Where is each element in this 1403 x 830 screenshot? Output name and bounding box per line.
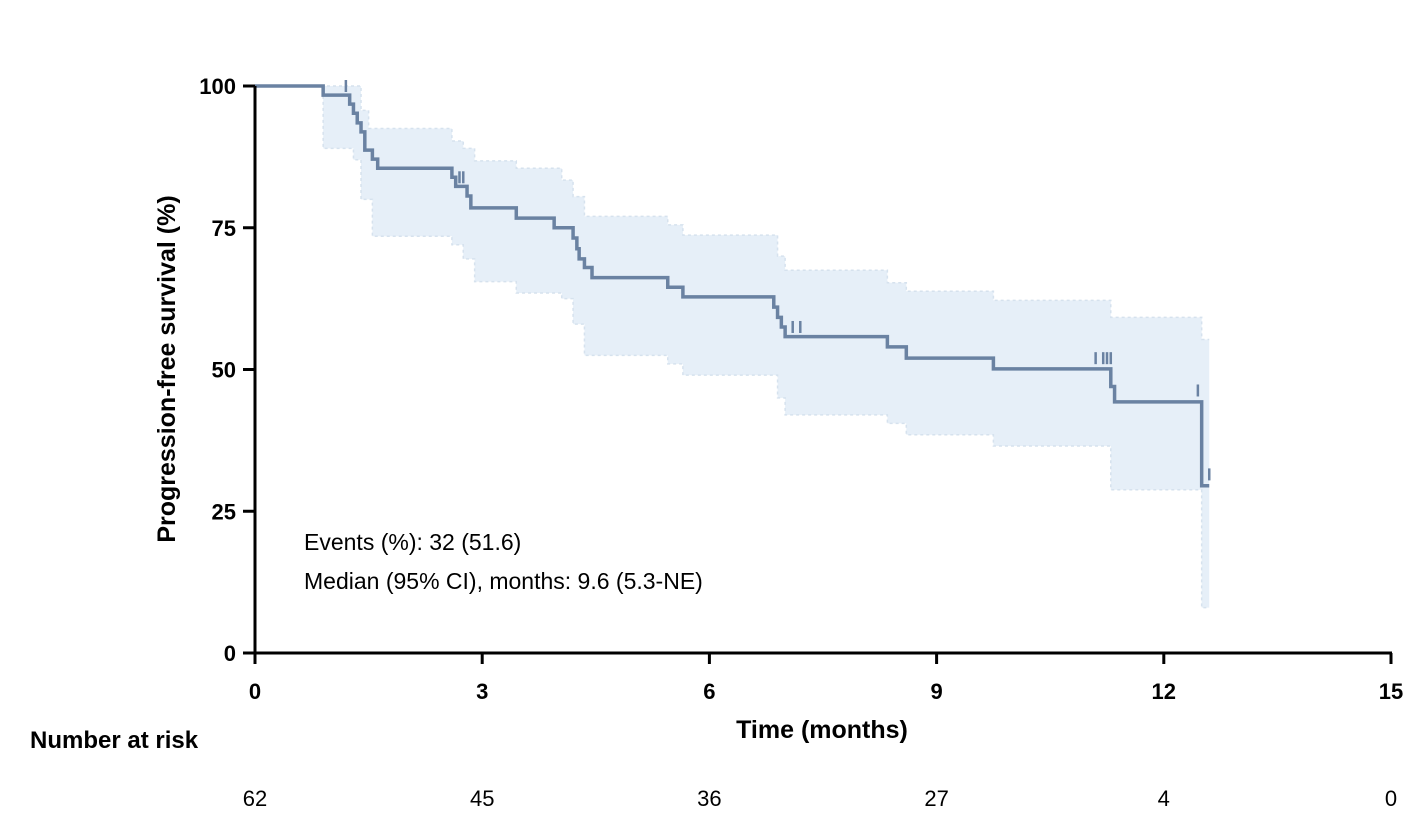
ci-band xyxy=(255,86,1210,608)
survival-curve xyxy=(255,84,1210,488)
ci-lower-line xyxy=(255,85,1210,609)
x-tick-label: 3 xyxy=(476,679,488,704)
risk-value: 45 xyxy=(470,786,494,811)
risk-value: 62 xyxy=(243,786,267,811)
risk-value: 27 xyxy=(924,786,948,811)
risk-value: 0 xyxy=(1385,786,1397,811)
y-tick-label: 50 xyxy=(212,358,236,383)
ci-upper-line xyxy=(255,85,1210,341)
x-tick-label: 6 xyxy=(703,679,715,704)
y-tick-label: 100 xyxy=(199,74,236,99)
events-annotation: Events (%): 32 (51.6) xyxy=(304,529,521,555)
x-tick-label: 12 xyxy=(1152,679,1176,704)
y-tick-label: 25 xyxy=(212,499,236,524)
y-axis-title: Progression-free survival (%) xyxy=(153,195,181,542)
x-tick-label: 9 xyxy=(930,679,942,704)
risk-value: 4 xyxy=(1158,786,1170,811)
median-annotation: Median (95% CI), months: 9.6 (5.3-NE) xyxy=(304,568,703,594)
y-tick-label: 0 xyxy=(224,641,236,666)
x-axis-title: Time (months) xyxy=(736,716,908,744)
x-tick-label: 15 xyxy=(1379,679,1403,704)
x-tick-label: 0 xyxy=(249,679,261,704)
risk-table-title: Number at risk xyxy=(30,727,199,754)
y-tick-label: 75 xyxy=(212,216,236,241)
risk-value: 36 xyxy=(697,786,721,811)
